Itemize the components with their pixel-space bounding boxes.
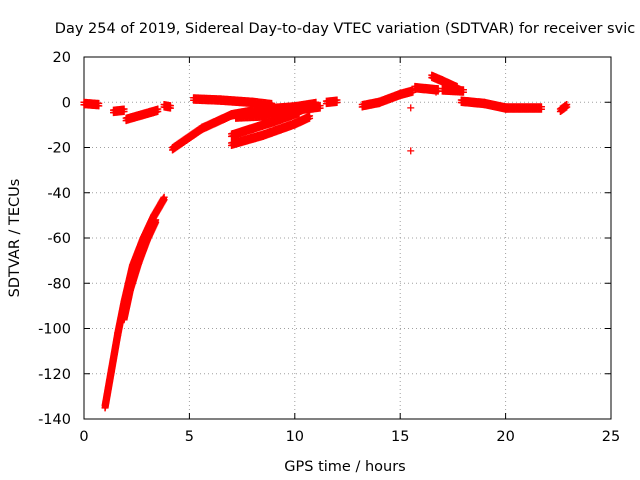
data-point-marker [268, 102, 276, 110]
x-tick-label: 10 [286, 429, 304, 445]
y-tick-label: -60 [47, 231, 71, 247]
x-axis-label: GPS time / hours [284, 459, 405, 475]
x-tick-label: 25 [602, 429, 620, 445]
data-points [80, 71, 571, 412]
data-point-marker [407, 104, 415, 112]
chart-title: Day 254 of 2019, Sidereal Day-to-day VTE… [55, 21, 635, 37]
data-point-marker [333, 98, 341, 106]
data-point-marker [295, 110, 303, 118]
data-point-marker [407, 147, 415, 155]
data-point-marker [152, 218, 160, 226]
y-tick-label: -140 [38, 412, 71, 428]
data-point-marker [160, 196, 168, 204]
y-tick-label: -80 [47, 276, 71, 292]
data-point-marker [563, 103, 571, 111]
y-tick-label: -40 [47, 186, 71, 202]
data-point-marker [306, 114, 314, 122]
axis-ticks: 0 5 10 15 20 25 -140 -120 -100 -80 -60 -40 -20 0 20 [38, 50, 620, 445]
y-tick-label: -100 [38, 322, 71, 338]
x-tick-label: 20 [496, 429, 514, 445]
data-point-marker [316, 104, 324, 112]
y-tick-label: 0 [62, 95, 71, 111]
y-tick-label: -120 [38, 367, 71, 383]
data-point-marker [154, 108, 162, 116]
data-point-marker [95, 102, 103, 110]
y-tick-label: -20 [47, 141, 71, 157]
x-tick-label: 5 [185, 429, 194, 445]
data-point-marker [459, 88, 467, 96]
data-point-marker [537, 105, 545, 113]
x-tick-label: 15 [391, 429, 409, 445]
y-axis-label: SDTVAR / TECUs [7, 179, 23, 298]
x-tick-label: 0 [79, 429, 88, 445]
data-point-marker [166, 104, 174, 112]
y-tick-label: 20 [53, 50, 71, 66]
data-point-marker [432, 88, 440, 96]
data-point-marker [120, 108, 128, 116]
